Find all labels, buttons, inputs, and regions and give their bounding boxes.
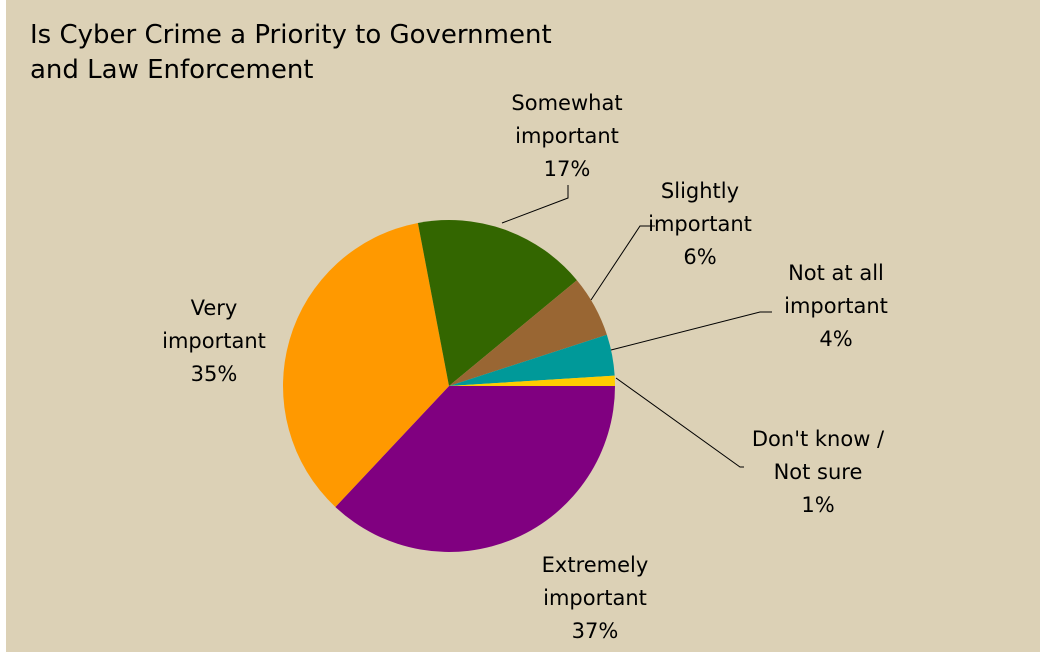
chart-title: Is Cyber Crime a Priority to Government … — [30, 18, 552, 88]
data-label-category: Slightly — [661, 179, 739, 203]
pie-slice-extremely-important — [335, 386, 615, 552]
data-label-value: 1% — [801, 493, 834, 517]
data-label-category: important — [162, 329, 266, 353]
data-label-category: Not at all — [788, 261, 884, 285]
chart-title-line-2: and Law Enforcement — [30, 55, 314, 85]
pie-slice-very-important — [283, 222, 449, 508]
pie-slice-slightly-important — [449, 280, 607, 386]
pie-slices — [283, 219, 615, 552]
data-label-category: important — [543, 586, 647, 610]
data-label-category: important — [784, 294, 888, 318]
data-label-category: important — [515, 124, 619, 148]
data-label-value: 6% — [683, 245, 716, 269]
data-label-value: 4% — [819, 327, 852, 351]
data-label-value: 37% — [572, 619, 619, 643]
data-label-value: 17% — [544, 157, 591, 181]
data-label-category: Somewhat — [511, 91, 622, 115]
data-label-category: Extremely — [542, 553, 649, 577]
data-label-category: Very — [191, 296, 238, 320]
leader-line — [590, 225, 655, 301]
data-label-value: 35% — [191, 362, 238, 386]
data-label-category: Not sure — [774, 460, 863, 484]
leader-line — [610, 311, 772, 351]
leader-line — [501, 185, 569, 224]
slice-labels: Extremely important 37% Very important 35% Som… — [162, 91, 888, 643]
data-label-category: important — [648, 212, 752, 236]
pie-slice-don-t-know-not-sure — [449, 375, 615, 386]
data-label-category: Don't know / — [752, 427, 885, 451]
pie-slice-not-at-all-important — [449, 334, 615, 386]
pie-slice-somewhat-important — [417, 219, 577, 386]
leader-line — [615, 377, 744, 468]
chart-title-line-1: Is Cyber Crime a Priority to Government — [30, 20, 552, 50]
leader-lines — [501, 185, 772, 468]
